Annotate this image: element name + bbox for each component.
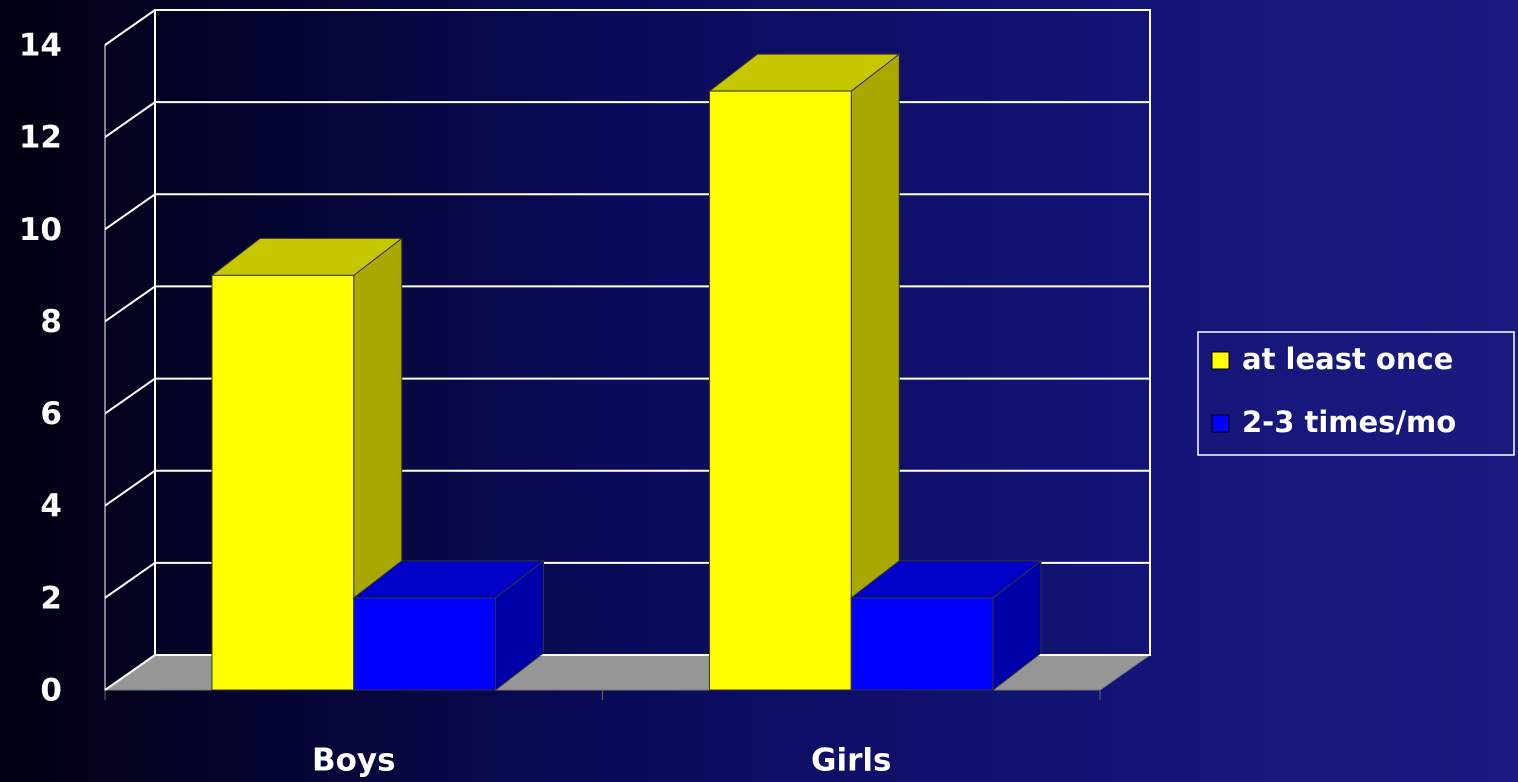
- legend-box: [1197, 331, 1515, 456]
- legend-swatch: [1211, 351, 1230, 370]
- y-tick-label: 8: [40, 304, 62, 340]
- x-tick-label: Girls: [811, 743, 891, 779]
- y-tick-label: 0: [40, 673, 62, 709]
- legend-swatch: [1211, 414, 1230, 433]
- y-tick-label: 2: [40, 580, 62, 616]
- side-grid-line: [104, 377, 156, 415]
- side-grid-line: [104, 469, 156, 507]
- bar: [708, 90, 852, 691]
- y-tick-label: 14: [19, 28, 62, 64]
- y-tick-label: 10: [19, 212, 62, 248]
- side-grid-line: [104, 9, 156, 46]
- side-grid-line: [104, 193, 156, 231]
- side-grid-line: [104, 101, 156, 138]
- y-tick-label: 6: [40, 396, 62, 432]
- x-tick-label: Boys: [312, 743, 396, 779]
- legend-label: at least once: [1242, 342, 1453, 376]
- bar: [850, 597, 994, 691]
- side-grid-line: [104, 285, 156, 323]
- side-grid-line: [104, 654, 156, 691]
- legend-label: 2-3 times/mo: [1242, 405, 1456, 439]
- bar: [353, 597, 497, 691]
- y-tick-label: 12: [19, 120, 62, 156]
- bar: [211, 274, 355, 691]
- y-tick-label: 4: [40, 488, 62, 524]
- side-grid-line: [104, 562, 156, 599]
